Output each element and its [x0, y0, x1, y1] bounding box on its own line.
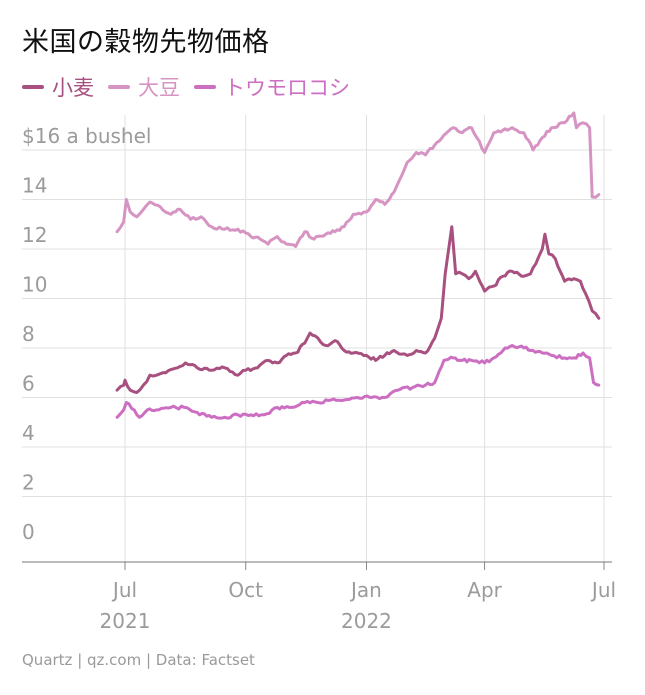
legend-label-wheat: 小麦	[52, 76, 94, 100]
y-tick-label: 12	[22, 223, 47, 247]
legend-label-soy: 大豆	[138, 76, 180, 100]
x-tick-label: Jul	[111, 578, 137, 602]
series-line-wheat	[115, 225, 601, 394]
legend-item-corn: トウモロコシ	[194, 72, 350, 102]
axes: 0 2 4 6 8 10 12 14 $16 a bushel Jul 2021 Oct Jan 2022…	[22, 124, 616, 633]
legend-label-corn: トウモロコシ	[224, 76, 350, 100]
chart-title: 米国の穀物先物価格	[22, 27, 270, 58]
series-line-soy	[115, 111, 601, 248]
series-line-corn	[115, 344, 601, 420]
x-tick-label: Oct	[228, 578, 263, 602]
legend-swatch-corn	[194, 85, 216, 89]
x-tick-label: Jan	[349, 578, 382, 602]
y-tick-label: 4	[22, 421, 35, 445]
legend-item-wheat: 小麦	[22, 72, 94, 102]
x-tick-label: Jul	[590, 578, 616, 602]
y-tick-label: 10	[22, 273, 47, 297]
y-tick-label: 8	[22, 322, 35, 346]
legend-item-soy: 大豆	[108, 72, 180, 102]
y-tick-label: $16 a bushel	[22, 124, 151, 148]
x-tick-year-label: 2021	[100, 609, 151, 633]
y-tick-label: 2	[22, 471, 35, 495]
y-tick-label: 14	[22, 174, 47, 198]
gridlines	[22, 115, 612, 562]
x-tick-label: Apr	[467, 578, 502, 602]
legend-swatch-wheat	[22, 85, 44, 89]
legend-swatch-soy	[108, 85, 130, 89]
source-footer: Quartz | qz.com | Data: Factset	[22, 651, 255, 669]
y-tick-label: 0	[22, 520, 35, 544]
series-lines	[115, 111, 601, 420]
x-tick-year-label: 2022	[341, 609, 392, 633]
y-tick-label: 6	[22, 372, 35, 396]
chart-legend: 小麦 大豆 トウモロコシ	[22, 72, 350, 102]
